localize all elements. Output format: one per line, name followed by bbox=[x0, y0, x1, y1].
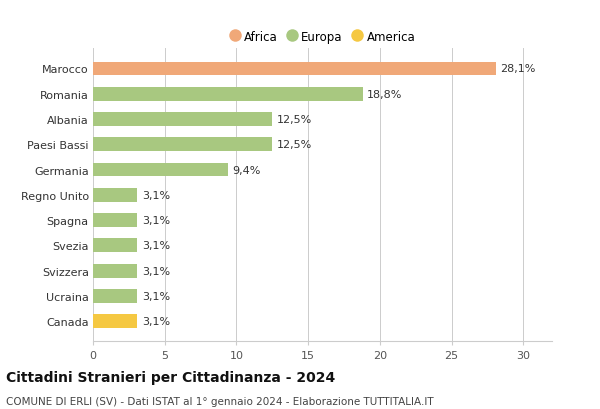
Text: Cittadini Stranieri per Cittadinanza - 2024: Cittadini Stranieri per Cittadinanza - 2… bbox=[6, 370, 335, 384]
Text: 3,1%: 3,1% bbox=[142, 241, 170, 251]
Bar bbox=[93, 113, 272, 127]
Bar bbox=[93, 62, 496, 76]
Text: 3,1%: 3,1% bbox=[142, 291, 170, 301]
Text: 12,5%: 12,5% bbox=[277, 115, 312, 125]
Text: 9,4%: 9,4% bbox=[232, 165, 260, 175]
Text: COMUNE DI ERLI (SV) - Dati ISTAT al 1° gennaio 2024 - Elaborazione TUTTITALIA.IT: COMUNE DI ERLI (SV) - Dati ISTAT al 1° g… bbox=[6, 396, 434, 406]
Text: 3,1%: 3,1% bbox=[142, 266, 170, 276]
Bar bbox=[93, 264, 137, 278]
Text: 18,8%: 18,8% bbox=[367, 90, 403, 99]
Text: 3,1%: 3,1% bbox=[142, 190, 170, 200]
Bar bbox=[93, 163, 228, 177]
Bar bbox=[93, 138, 272, 152]
Bar bbox=[93, 189, 137, 202]
Text: 3,1%: 3,1% bbox=[142, 316, 170, 326]
Text: 3,1%: 3,1% bbox=[142, 216, 170, 225]
Bar bbox=[93, 213, 137, 227]
Bar bbox=[93, 239, 137, 253]
Bar bbox=[93, 289, 137, 303]
Bar bbox=[93, 315, 137, 328]
Text: 28,1%: 28,1% bbox=[500, 64, 536, 74]
Bar bbox=[93, 88, 362, 101]
Legend: Africa, Europa, America: Africa, Europa, America bbox=[225, 26, 420, 48]
Text: 12,5%: 12,5% bbox=[277, 140, 312, 150]
